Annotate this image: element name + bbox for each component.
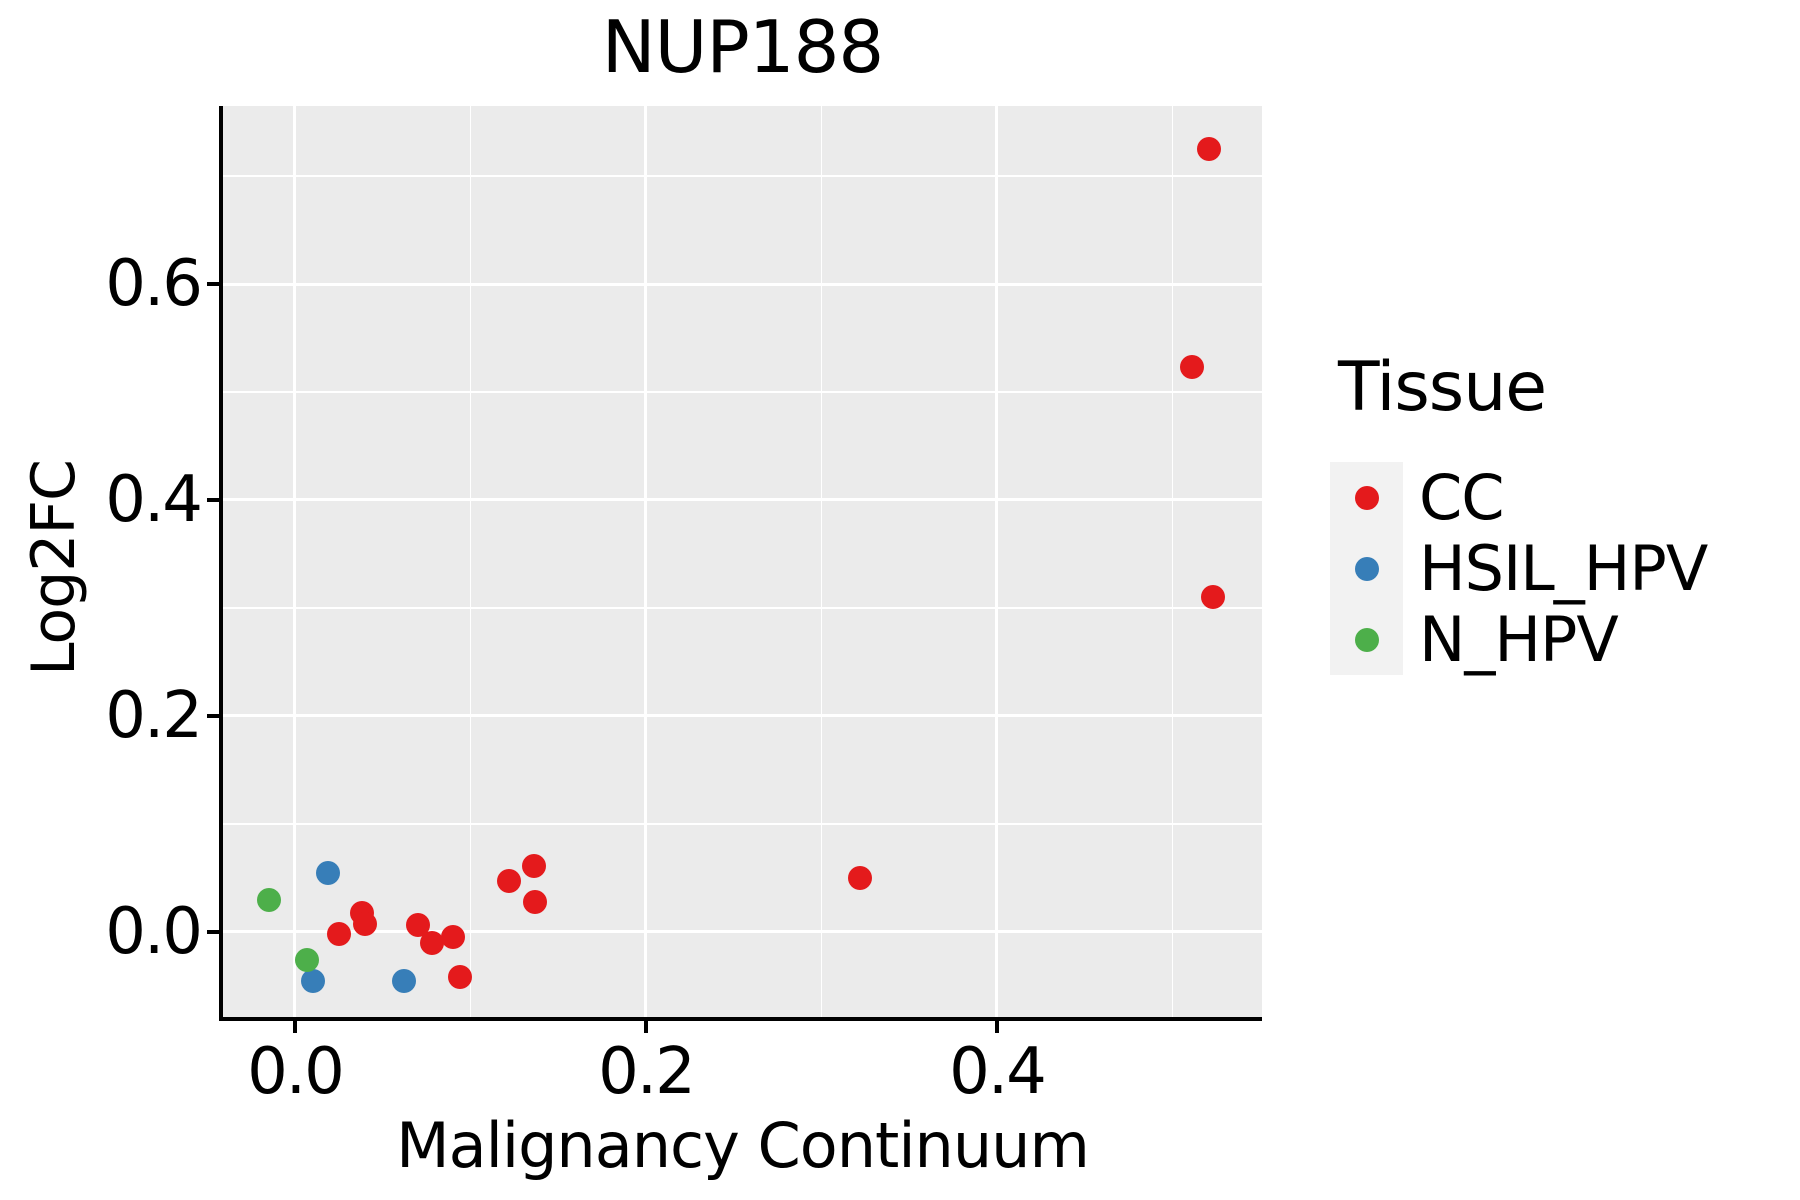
y-tick-mark — [207, 497, 219, 502]
legend-label: HSIL_HPV — [1419, 532, 1708, 605]
legend-dot-icon — [1354, 627, 1379, 652]
data-point-N_HPV — [295, 947, 320, 972]
y-minor-gridline — [223, 823, 1262, 825]
y-tick-label: 0.2 — [105, 678, 203, 753]
y-tick-label: 0.0 — [105, 894, 203, 969]
x-tick-label: 0.0 — [247, 1035, 345, 1109]
data-point-CC — [447, 965, 472, 990]
plot-area — [223, 106, 1262, 1017]
y-major-gridline — [223, 930, 1262, 934]
legend-label: CC — [1419, 461, 1505, 534]
y-tick-mark — [207, 282, 219, 287]
x-axis-line — [219, 1017, 1262, 1021]
legend-title: Tissue — [1338, 348, 1547, 427]
data-point-CC — [848, 865, 873, 890]
x-major-gridline — [995, 106, 999, 1017]
legend-item-CC: CC — [1330, 461, 1707, 534]
data-point-HSIL_HPV — [300, 969, 325, 994]
legend: Tissue CC HSIL_HPV N_HPV — [1330, 348, 1708, 676]
y-minor-gridline — [223, 607, 1262, 609]
data-point-CC — [419, 930, 444, 955]
plot-title: NUP188 — [601, 5, 884, 89]
x-minor-gridline — [820, 106, 823, 1017]
x-minor-gridline — [1171, 106, 1174, 1017]
data-point-CC — [521, 853, 546, 878]
y-major-gridline — [223, 282, 1262, 286]
data-point-HSIL_HPV — [391, 969, 416, 994]
data-point-HSIL_HPV — [316, 861, 341, 886]
x-major-gridline — [644, 106, 648, 1017]
y-axis-line — [219, 106, 223, 1021]
x-tick-mark — [292, 1021, 297, 1033]
data-point-CC — [497, 868, 522, 893]
data-point-CC — [523, 889, 548, 914]
legend-label: N_HPV — [1419, 603, 1619, 676]
y-tick-label: 0.6 — [105, 247, 203, 322]
x-tick-mark — [994, 1021, 999, 1033]
data-point-CC — [353, 912, 378, 937]
data-point-CC — [1197, 137, 1222, 162]
y-minor-gridline — [223, 391, 1262, 393]
x-minor-gridline — [469, 106, 472, 1017]
legend-dot-icon — [1354, 485, 1379, 510]
data-point-CC — [1179, 355, 1204, 380]
legend-key-box — [1330, 604, 1403, 675]
y-tick-mark — [207, 929, 219, 934]
x-tick-label: 0.4 — [949, 1035, 1047, 1109]
data-point-CC — [1200, 585, 1225, 610]
x-major-gridline — [293, 106, 297, 1017]
x-tick-mark — [643, 1021, 648, 1033]
legend-key-box — [1330, 462, 1403, 533]
legend-item-N_HPV: N_HPV — [1330, 603, 1707, 676]
x-tick-label: 0.2 — [598, 1035, 696, 1109]
x-axis-title: Malignancy Continuum — [396, 1109, 1090, 1182]
data-point-CC — [440, 925, 465, 950]
data-point-N_HPV — [256, 888, 281, 913]
data-point-CC — [326, 921, 351, 946]
y-major-gridline — [223, 498, 1262, 502]
legend-item-HSIL_HPV: HSIL_HPV — [1330, 532, 1708, 605]
legend-dot-icon — [1354, 556, 1379, 581]
y-minor-gridline — [223, 175, 1262, 177]
legend-keys: CC HSIL_HPV N_HPV — [1330, 461, 1708, 676]
y-major-gridline — [223, 714, 1262, 718]
y-tick-label: 0.4 — [105, 462, 203, 537]
y-tick-mark — [207, 713, 219, 718]
legend-key-box — [1330, 533, 1403, 604]
